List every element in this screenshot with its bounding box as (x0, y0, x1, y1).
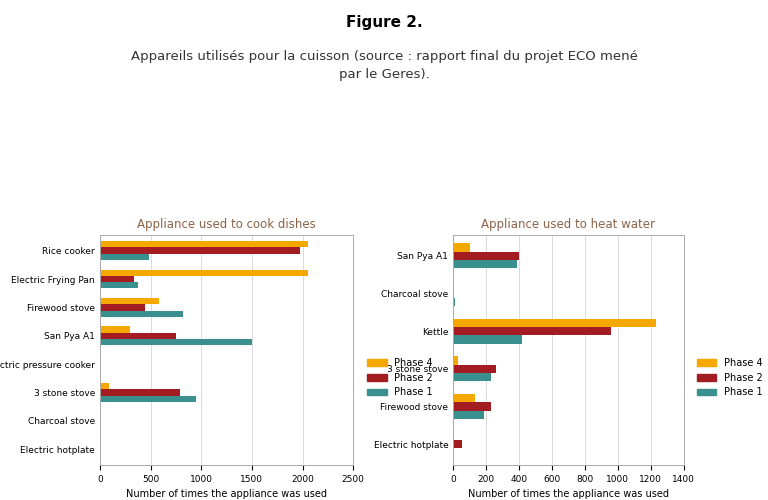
Text: Figure 2.: Figure 2. (346, 15, 422, 30)
Bar (100, 383, 109, 390)
Bar (100, 254, 148, 260)
Bar (453, 373, 491, 382)
Bar (100, 270, 308, 276)
Bar (453, 252, 519, 260)
Bar (453, 318, 656, 327)
Bar (100, 304, 145, 310)
Bar (453, 356, 458, 364)
Bar (453, 260, 518, 268)
Bar (100, 282, 138, 288)
X-axis label: Number of times the appliance was used: Number of times the appliance was used (468, 490, 669, 500)
Bar (453, 327, 611, 336)
Legend: Phase 4, Phase 2, Phase 1: Phase 4, Phase 2, Phase 1 (693, 354, 766, 402)
X-axis label: Number of times the appliance was used: Number of times the appliance was used (126, 490, 327, 500)
Bar (453, 298, 455, 306)
Bar (453, 290, 454, 298)
Bar (100, 276, 134, 282)
Bar (100, 390, 180, 396)
Bar (100, 339, 252, 345)
Bar (100, 326, 131, 332)
Bar (453, 364, 496, 373)
Bar (453, 410, 485, 419)
Bar (453, 244, 469, 252)
Title: Appliance used to cook dishes: Appliance used to cook dishes (137, 218, 316, 231)
Bar (100, 355, 101, 361)
Bar (100, 332, 176, 339)
Bar (100, 298, 159, 304)
Bar (453, 336, 522, 344)
Bar (100, 396, 196, 402)
Title: Appliance used to heat water: Appliance used to heat water (482, 218, 655, 231)
Bar (100, 248, 300, 254)
Legend: Phase 4, Phase 2, Phase 1: Phase 4, Phase 2, Phase 1 (363, 354, 437, 402)
Bar (453, 402, 491, 410)
Bar (100, 310, 183, 317)
Bar (453, 281, 454, 289)
Text: Appareils utilisés pour la cuisson (source : rapport final du projet ECO mené
pa: Appareils utilisés pour la cuisson (sour… (131, 50, 637, 81)
Bar (100, 241, 308, 248)
Bar (453, 432, 454, 440)
Bar (453, 440, 462, 448)
Bar (453, 394, 475, 402)
